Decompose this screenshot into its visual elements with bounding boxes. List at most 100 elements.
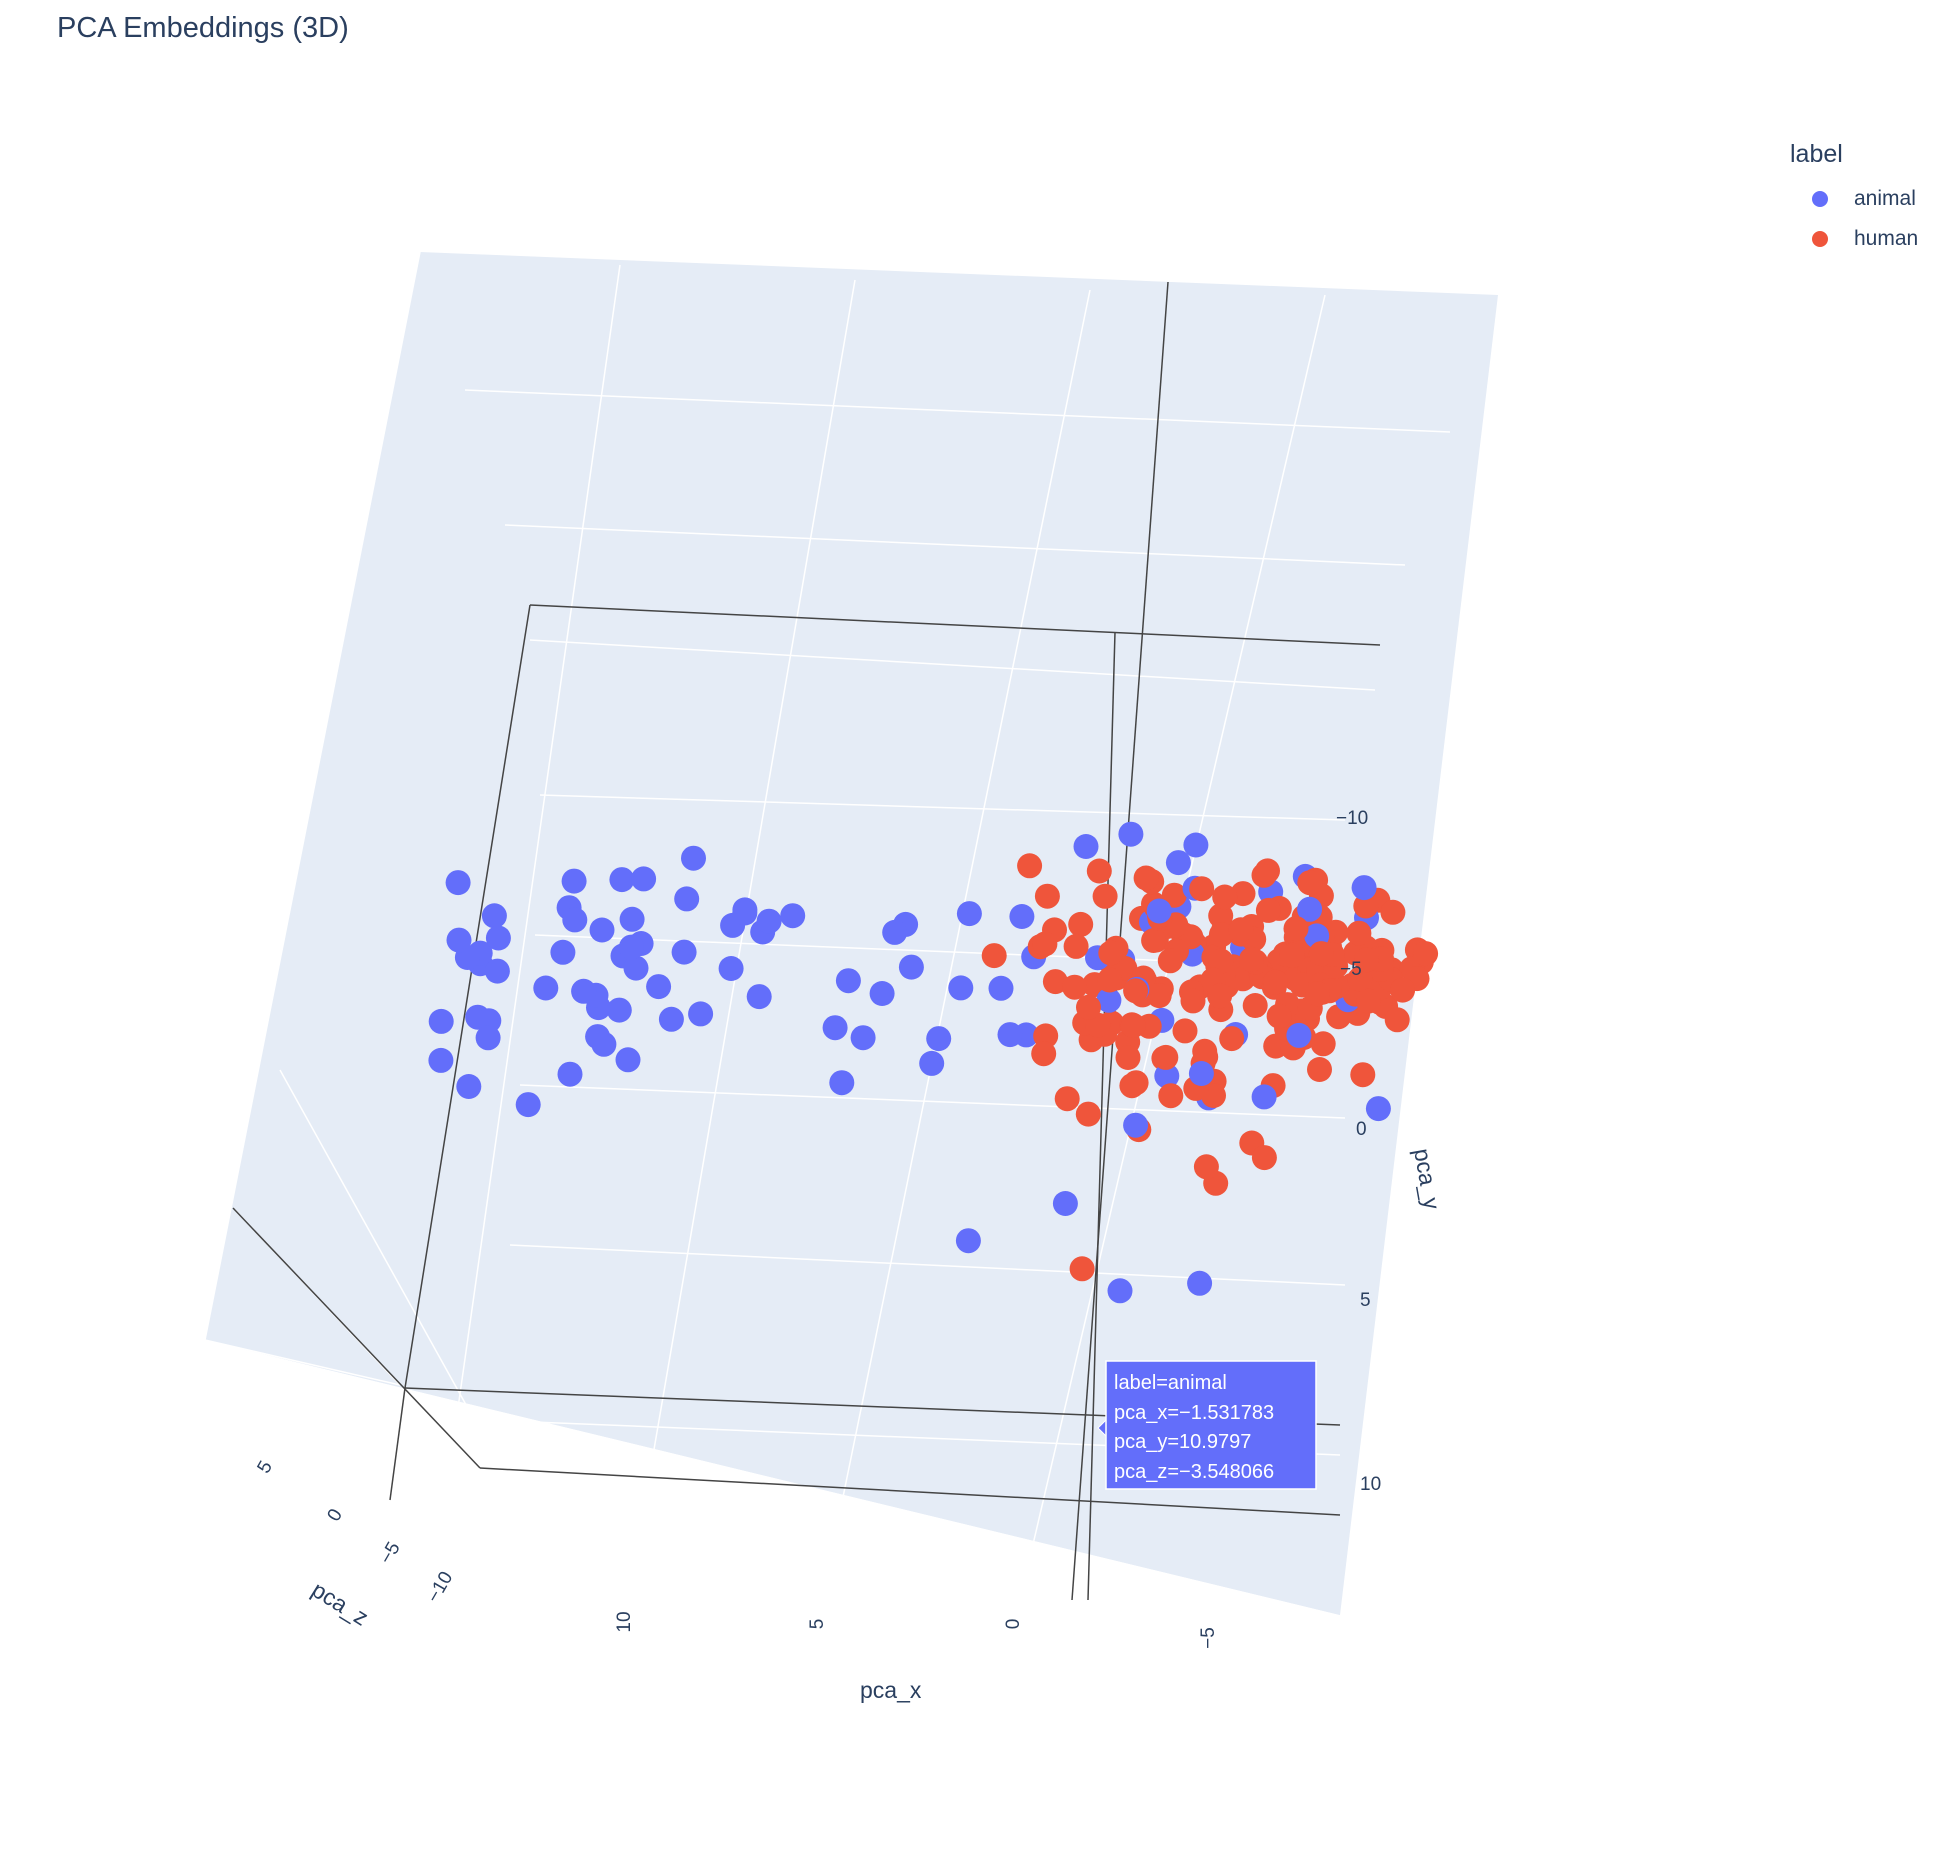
data-point-human[interactable]: [1054, 1086, 1080, 1112]
data-point-animal[interactable]: [835, 968, 861, 994]
data-point-human[interactable]: [1251, 1145, 1277, 1171]
data-point-human[interactable]: [1189, 876, 1215, 902]
data-point-human[interactable]: [1308, 941, 1334, 967]
data-point-animal[interactable]: [882, 919, 908, 945]
data-point-human[interactable]: [1255, 897, 1281, 923]
data-point-animal[interactable]: [1096, 987, 1122, 1013]
data-point-human[interactable]: [1262, 969, 1288, 995]
data-point-animal[interactable]: [1188, 1061, 1214, 1086]
data-point-human[interactable]: [981, 943, 1007, 969]
data-point-human[interactable]: [1242, 993, 1268, 1018]
data-point-animal[interactable]: [674, 886, 700, 912]
data-point-human[interactable]: [1310, 1031, 1336, 1057]
data-point-human[interactable]: [1032, 931, 1058, 957]
data-point-animal[interactable]: [446, 927, 472, 953]
legend-item-animal[interactable]: animal: [1790, 179, 1918, 219]
data-point-animal[interactable]: [898, 954, 924, 980]
data-point-animal[interactable]: [926, 1026, 952, 1052]
data-point-animal[interactable]: [829, 1070, 855, 1096]
data-point-human[interactable]: [1307, 1057, 1332, 1082]
data-point-animal[interactable]: [571, 978, 597, 1004]
data-point-animal[interactable]: [585, 1024, 611, 1050]
data-point-animal[interactable]: [533, 975, 559, 1001]
data-point-animal[interactable]: [484, 958, 510, 984]
data-point-animal[interactable]: [557, 1061, 583, 1087]
data-point-human[interactable]: [1208, 948, 1234, 974]
data-point-animal[interactable]: [1251, 1084, 1277, 1110]
data-point-human[interactable]: [1133, 865, 1159, 891]
data-point-human[interactable]: [1097, 967, 1123, 993]
data-point-human[interactable]: [1098, 940, 1124, 966]
data-point-animal[interactable]: [718, 956, 744, 981]
data-point-animal[interactable]: [589, 917, 615, 943]
data-point-human[interactable]: [1157, 948, 1183, 974]
data-point-animal[interactable]: [428, 1008, 454, 1034]
data-point-human[interactable]: [1208, 903, 1234, 929]
data-point-human[interactable]: [1212, 884, 1238, 910]
data-point-animal[interactable]: [1154, 1063, 1180, 1089]
data-point-human[interactable]: [1380, 899, 1406, 925]
data-point-human[interactable]: [1305, 981, 1330, 1007]
data-point-human[interactable]: [1353, 893, 1379, 919]
data-point-human[interactable]: [1356, 988, 1381, 1014]
data-point-human[interactable]: [1063, 933, 1089, 959]
data-point-human[interactable]: [1119, 1073, 1145, 1099]
data-point-animal[interactable]: [780, 903, 806, 929]
data-point-human[interactable]: [1239, 946, 1264, 972]
data-point-animal[interactable]: [688, 1001, 714, 1027]
data-point-animal[interactable]: [822, 1015, 848, 1041]
data-point-animal[interactable]: [631, 866, 657, 892]
data-point-animal[interactable]: [956, 901, 982, 927]
data-point-animal[interactable]: [955, 1228, 981, 1254]
data-point-animal[interactable]: [919, 1050, 945, 1076]
data-point-animal[interactable]: [997, 1022, 1023, 1048]
data-point-animal[interactable]: [1118, 821, 1144, 847]
data-point-human[interactable]: [1158, 1083, 1184, 1109]
data-point-animal[interactable]: [1107, 1278, 1133, 1304]
data-point-human[interactable]: [1092, 883, 1118, 909]
data-point-animal[interactable]: [1073, 834, 1099, 859]
data-point-animal[interactable]: [681, 845, 706, 871]
data-point-animal[interactable]: [1365, 1096, 1391, 1122]
data-point-human[interactable]: [1228, 917, 1254, 943]
data-point-human[interactable]: [1146, 983, 1172, 1009]
data-point-human[interactable]: [1350, 1062, 1376, 1088]
data-point-human[interactable]: [1086, 858, 1112, 884]
data-points[interactable]: [428, 821, 1439, 1304]
data-point-human[interactable]: [1219, 1026, 1245, 1052]
data-point-human[interactable]: [1075, 1101, 1101, 1127]
data-point-animal[interactable]: [658, 1006, 684, 1032]
data-point-animal[interactable]: [756, 908, 782, 934]
data-point-human[interactable]: [1279, 942, 1305, 968]
data-point-human[interactable]: [1172, 1018, 1198, 1044]
data-point-animal[interactable]: [1052, 1191, 1078, 1216]
data-point-animal[interactable]: [615, 1047, 641, 1073]
data-point-human[interactable]: [1034, 883, 1060, 909]
data-point-animal[interactable]: [850, 1025, 876, 1051]
data-point-animal[interactable]: [988, 975, 1014, 1001]
data-point-animal[interactable]: [481, 903, 507, 929]
data-point-animal[interactable]: [619, 906, 645, 932]
data-point-animal[interactable]: [1351, 875, 1377, 901]
data-point-animal[interactable]: [671, 939, 697, 965]
data-point-human[interactable]: [1346, 920, 1372, 946]
data-point-animal[interactable]: [1183, 832, 1209, 858]
data-point-animal[interactable]: [1123, 1112, 1149, 1138]
data-point-animal[interactable]: [1297, 896, 1323, 922]
data-point-animal[interactable]: [869, 981, 895, 1006]
data-point-animal[interactable]: [646, 974, 672, 1000]
data-point-animal[interactable]: [561, 868, 587, 894]
data-point-animal[interactable]: [1146, 898, 1172, 924]
legend-item-human[interactable]: human: [1790, 219, 1918, 259]
data-point-human[interactable]: [1208, 922, 1234, 948]
data-point-animal[interactable]: [618, 934, 644, 960]
data-point-animal[interactable]: [445, 870, 471, 896]
data-point-human[interactable]: [1076, 994, 1101, 1020]
data-point-human[interactable]: [1255, 858, 1280, 884]
data-point-human[interactable]: [1180, 988, 1206, 1014]
data-point-animal[interactable]: [732, 900, 758, 926]
data-point-animal[interactable]: [1165, 850, 1191, 876]
data-point-animal[interactable]: [1187, 1270, 1213, 1296]
data-point-animal[interactable]: [948, 975, 974, 1001]
data-point-animal[interactable]: [456, 1074, 482, 1099]
